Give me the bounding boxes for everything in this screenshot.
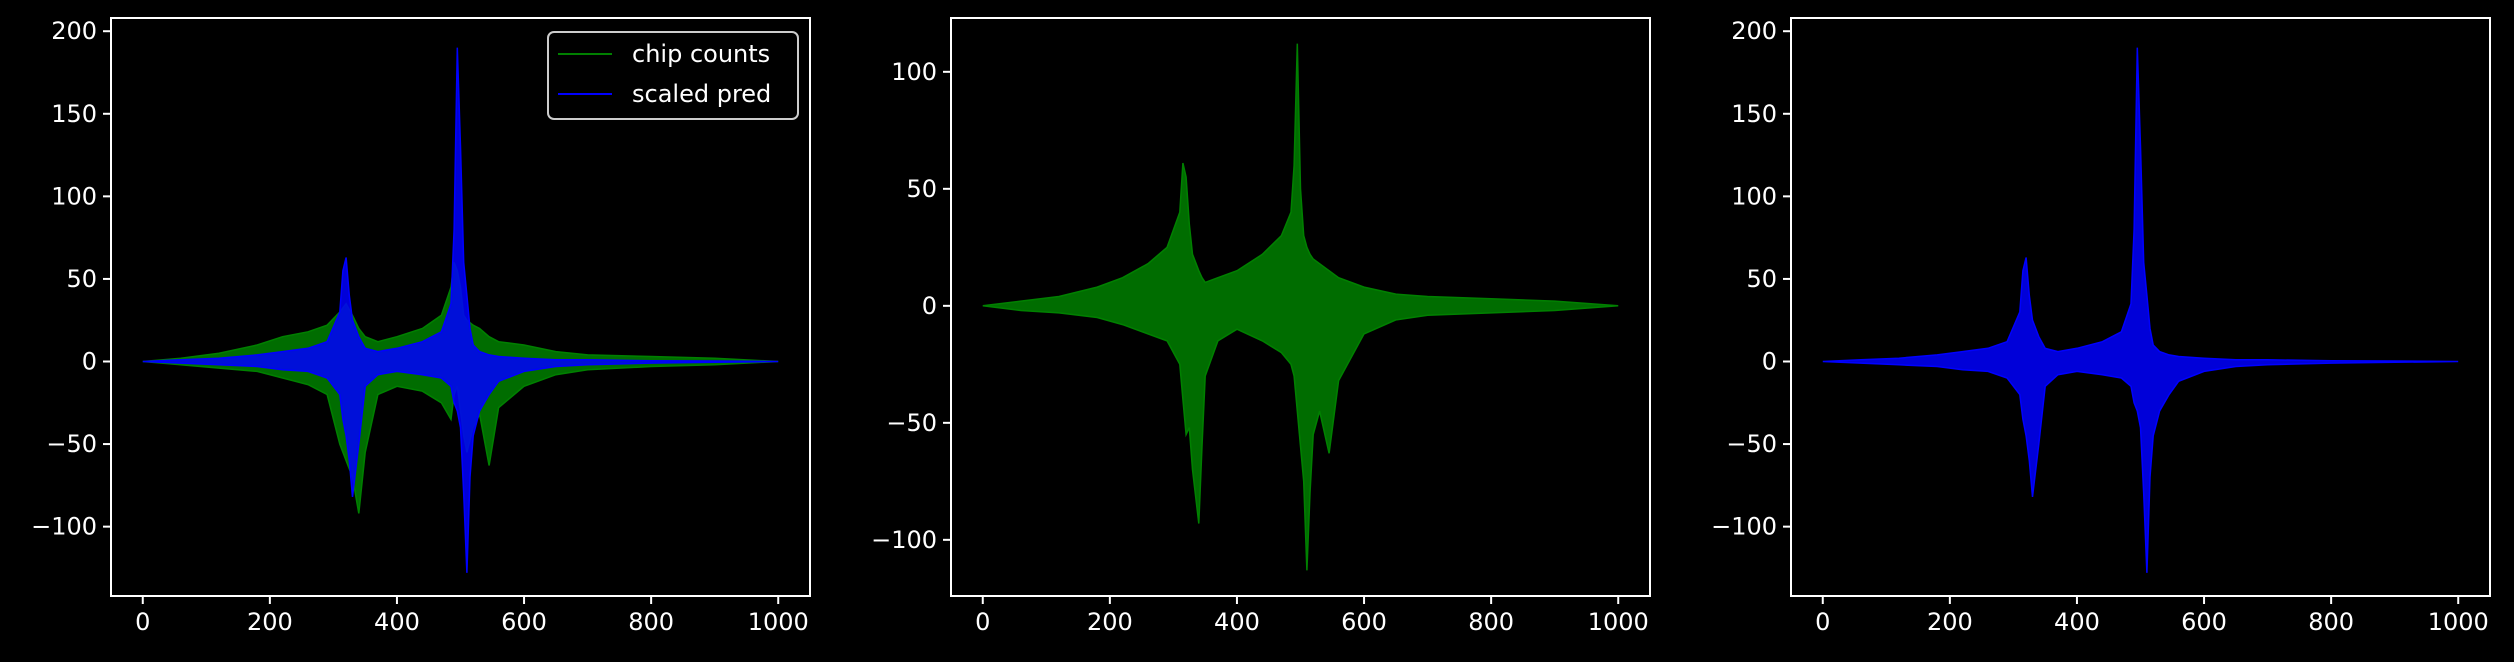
chart3-y-tick-label: −100 (1711, 513, 1777, 541)
chart2-y-tick-label: 0 (922, 292, 937, 320)
chart1-x-tick-label: 600 (501, 608, 547, 636)
panel-3: 0 200 400 600 800 1000 −100 −50 0 50 100 150 200 (1711, 17, 2491, 636)
chart1-y-tick-label: 50 (66, 265, 97, 293)
legend-label-scaled-pred: scaled pred (632, 80, 771, 108)
chart3-y-tick-label: 0 (1762, 347, 1777, 375)
chart3-x-tick-label: 1000 (2428, 608, 2489, 636)
chart1-x-tick-label: 800 (628, 608, 674, 636)
legend-label-chip-counts: chip counts (632, 40, 770, 68)
axes-frame-2 (950, 17, 1651, 597)
chart3-series-1-line (1822, 47, 2459, 573)
chart2-x-tick-label: 0 (975, 608, 990, 636)
chart2-x-tick-label: 400 (1214, 608, 1260, 636)
chart3-x-tick-label: 200 (1927, 608, 1973, 636)
chart3-x-tick-label: 400 (2054, 608, 2100, 636)
chart2-y-tick-label: −100 (871, 526, 937, 554)
axes-frame-3 (1790, 17, 2491, 597)
chart3-x-tick-label: 600 (2181, 608, 2227, 636)
chart2-y-tick-label: 100 (891, 58, 937, 86)
chart2-x-tick-label: 800 (1468, 608, 1514, 636)
chart3-x-tick-label: 0 (1815, 608, 1830, 636)
chart2-y-tick-label: 50 (906, 175, 937, 203)
chart1-x-tick-label: 200 (247, 608, 293, 636)
chart2-x-tick-label: 1000 (1588, 608, 1649, 636)
chart1-x-tick-label: 1000 (748, 608, 809, 636)
chart2-x-tick-label: 600 (1341, 608, 1387, 636)
chart1-y-tick-label: −50 (46, 430, 97, 458)
chart1-x-tick-label: 0 (135, 608, 150, 636)
chart2-y-tick-label: −50 (886, 409, 937, 437)
panel-1: 0 200 400 600 800 1000 −100 −50 0 50 100 150 200 chi… (31, 17, 811, 636)
chart3-y-tick-label: 50 (1746, 265, 1777, 293)
chart2-series-1-line (982, 43, 1619, 571)
chart1-y-tick-label: −100 (31, 513, 97, 541)
chart1-y-tick-label: 200 (51, 17, 97, 45)
chart3-y-tick-label: 200 (1731, 17, 1777, 45)
legend: chip counts scaled pred (547, 31, 799, 120)
chart1-scaled-pred-line (142, 47, 779, 573)
chart3-y-tick-label: 150 (1731, 100, 1777, 128)
chart3-y-tick-label: −50 (1726, 430, 1777, 458)
chart1-y-tick-label: 150 (51, 100, 97, 128)
chart1-y-tick-label: 0 (82, 347, 97, 375)
axes-frame-1 (110, 17, 811, 597)
chart2-x-tick-label: 200 (1087, 608, 1133, 636)
panel-2: 0 200 400 600 800 1000 −100 −50 0 50 100 (871, 17, 1651, 636)
chart1-y-tick-label: 100 (51, 182, 97, 210)
chart1-x-tick-label: 400 (374, 608, 420, 636)
chart3-y-tick-label: 100 (1731, 182, 1777, 210)
chart3-x-tick-label: 800 (2308, 608, 2354, 636)
